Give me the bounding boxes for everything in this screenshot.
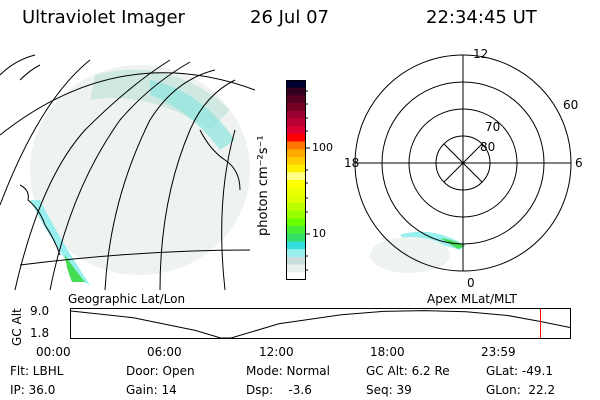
colorbar-swatch xyxy=(287,264,305,273)
y-tick: 1.8 xyxy=(30,326,50,340)
colorbar-label: photon cm⁻²s⁻¹ xyxy=(256,135,271,236)
mode-info: Mode: Normal xyxy=(246,364,330,378)
mlt-label-0: 0 xyxy=(467,276,475,290)
mlt-label-18: 18 xyxy=(344,156,360,170)
colorbar-tick: 100 xyxy=(312,141,333,154)
mlt-label-6: 6 xyxy=(575,156,583,170)
dsp-info: Dsp: -3.6 xyxy=(246,383,312,397)
ip-info: IP: 36.0 xyxy=(10,383,56,397)
x-tick: 18:00 xyxy=(370,345,405,359)
mlt-label-12: 12 xyxy=(473,47,489,61)
gc-alt-info: GC Alt: 6.2 Re xyxy=(366,364,450,378)
polar-plot xyxy=(354,54,572,273)
seq-info: Seq: 39 xyxy=(366,383,412,397)
lat-label-70: 70 xyxy=(485,120,501,134)
colorbar-swatch xyxy=(287,149,305,158)
colorbar-tick: 10 xyxy=(312,227,326,240)
colorbar-swatch xyxy=(287,87,305,96)
gain-info: Gain: 14 xyxy=(126,383,177,397)
colorbar-swatch xyxy=(287,80,305,89)
y-axis-label: GC Alt xyxy=(10,308,24,346)
colorbar-swatch xyxy=(287,126,305,135)
instrument-title: Ultraviolet Imager xyxy=(22,7,185,28)
colorbar-swatch xyxy=(287,141,305,150)
colorbar-swatch xyxy=(287,156,305,166)
colorbar-swatch xyxy=(287,133,305,143)
x-tick: 06:00 xyxy=(147,345,182,359)
colorbar-swatch xyxy=(287,180,305,189)
colorbar-swatch xyxy=(287,256,305,266)
colorbar-frame xyxy=(286,80,306,280)
lat-label-80: 80 xyxy=(480,140,496,154)
colorbar-swatch xyxy=(287,103,305,112)
chart-frame xyxy=(70,308,571,339)
colorbar-swatch xyxy=(287,241,305,250)
colorbar-swatch xyxy=(287,210,305,219)
x-tick: 00:00 xyxy=(36,345,71,359)
colorbar-swatch xyxy=(287,203,305,212)
x-tick: 23:59 xyxy=(481,345,516,359)
colorbar-swatch xyxy=(287,118,305,127)
time-label: 22:34:45 UT xyxy=(426,7,537,28)
colorbar-swatch xyxy=(287,110,305,119)
glon-info: GLon: 22.2 xyxy=(486,383,556,397)
colorbar-swatch xyxy=(287,187,305,196)
colorbar-swatch xyxy=(287,172,305,181)
filter-info: Flt: LBHL xyxy=(10,364,64,378)
colorbar-swatch xyxy=(287,249,305,258)
door-info: Door: Open xyxy=(126,364,195,378)
colorbar-swatch xyxy=(287,272,305,281)
glat-info: GLat: -49.1 xyxy=(486,364,553,378)
lat-label-60: 60 xyxy=(563,98,579,112)
gc-alt-chart xyxy=(70,308,571,339)
colorbar-swatch xyxy=(287,233,305,243)
colorbar-swatch xyxy=(287,226,305,235)
x-tick: 12:00 xyxy=(259,345,294,359)
colorbar-swatch xyxy=(287,164,305,173)
date-label: 26 Jul 07 xyxy=(250,7,329,28)
geographic-map xyxy=(0,54,256,291)
gc-alt-line xyxy=(70,310,571,339)
colorbar-swatch xyxy=(287,195,305,204)
colorbar-swatch xyxy=(287,218,305,227)
left-map-label: Geographic Lat/Lon xyxy=(68,292,186,306)
right-map-label: Apex MLat/MLT xyxy=(427,292,517,306)
colorbar xyxy=(287,80,305,281)
colorbar-swatch xyxy=(287,95,305,104)
y-tick: 9.0 xyxy=(30,304,50,318)
